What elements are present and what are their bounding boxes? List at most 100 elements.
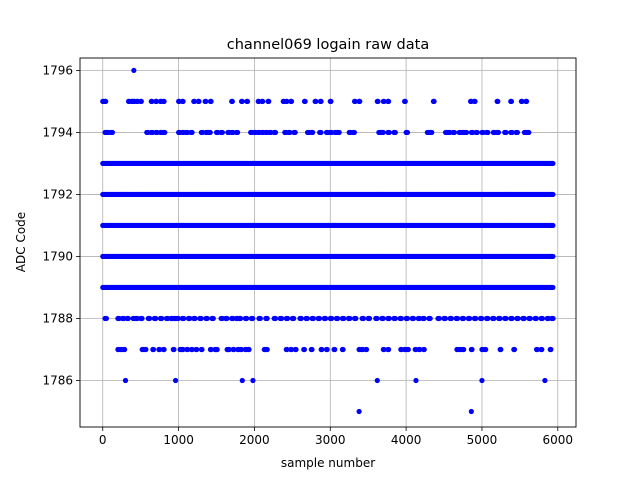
y-tick-label: 1788 (42, 311, 73, 325)
x-axis-label: sample number (281, 456, 375, 470)
data-point (147, 315, 153, 322)
data-point (198, 315, 204, 322)
data-point (429, 129, 435, 136)
data-point (442, 315, 449, 322)
data-point (319, 346, 325, 353)
data-point (250, 315, 256, 322)
data-point (103, 98, 109, 105)
data-point (246, 346, 252, 353)
data-point (485, 129, 491, 136)
data-point (448, 315, 455, 322)
data-point (404, 129, 411, 136)
data-point (194, 346, 200, 353)
y-tick-label: 1796 (42, 63, 73, 77)
data-point (405, 346, 411, 353)
data-point (464, 129, 470, 136)
data-point (503, 129, 509, 136)
data-point (172, 377, 179, 384)
y-tick-label: 1794 (42, 125, 73, 139)
data-point (380, 129, 386, 136)
data-point (189, 129, 195, 136)
data-point (479, 315, 485, 322)
data-point (150, 346, 157, 353)
data-point (239, 98, 245, 105)
data-point (469, 346, 475, 353)
data-point (161, 98, 167, 105)
data-point (203, 98, 209, 105)
data-point (214, 346, 220, 353)
data-point (398, 315, 405, 322)
data-point (272, 129, 279, 136)
data-point (109, 129, 116, 136)
data-point (204, 315, 210, 322)
data-point (539, 346, 545, 353)
data-point (340, 346, 346, 353)
data-point (239, 377, 245, 384)
data-point (264, 346, 270, 353)
data-point (413, 377, 419, 384)
data-point (374, 315, 380, 322)
data-point (181, 315, 187, 322)
data-point (328, 98, 334, 105)
data-point (364, 346, 370, 353)
data-point (515, 315, 521, 322)
data-point (234, 129, 241, 136)
data-point (318, 98, 324, 105)
y-tick-label: 1786 (42, 373, 73, 387)
data-point (539, 315, 546, 322)
data-point (347, 315, 353, 322)
data-point (313, 98, 319, 105)
data-point (224, 315, 230, 322)
data-point (451, 129, 458, 136)
data-point (238, 315, 244, 322)
data-point (229, 98, 235, 105)
data-point (495, 98, 501, 105)
data-point (210, 315, 216, 322)
data-point (483, 346, 489, 353)
data-point (550, 315, 556, 322)
x-tick-label: 6000 (543, 433, 574, 447)
data-point (316, 315, 323, 322)
data-point (360, 315, 367, 322)
data-point (527, 315, 533, 322)
x-tick-label: 4000 (391, 433, 422, 447)
data-point (159, 315, 165, 322)
data-point (427, 315, 433, 322)
data-point (353, 315, 359, 322)
data-point (392, 315, 398, 322)
data-point (257, 315, 263, 322)
data-point (171, 346, 177, 353)
data-point (285, 315, 291, 322)
data-point (479, 377, 485, 384)
data-point (421, 315, 427, 322)
data-point (335, 315, 341, 322)
data-point (375, 98, 381, 105)
data-point (293, 346, 299, 353)
data-point (301, 346, 308, 353)
data-point (244, 98, 251, 105)
x-tick-label: 1000 (163, 433, 194, 447)
data-point (131, 67, 137, 74)
data-point (404, 315, 411, 322)
data-point (503, 315, 509, 322)
data-point (309, 346, 315, 353)
data-point (153, 315, 159, 322)
data-point (402, 98, 408, 105)
data-point (192, 315, 198, 322)
x-tick-label: 5000 (467, 433, 498, 447)
data-point (208, 98, 214, 105)
data-point (278, 315, 285, 322)
data-point (138, 98, 144, 105)
data-point (511, 346, 518, 353)
data-point (122, 377, 129, 384)
data-point (385, 98, 392, 105)
data-point (310, 129, 316, 136)
data-point (542, 377, 548, 384)
data-point (125, 315, 131, 322)
x-tick-label: 0 (99, 433, 107, 447)
data-point (533, 315, 540, 322)
data-point (332, 346, 338, 353)
data-point (244, 315, 250, 322)
